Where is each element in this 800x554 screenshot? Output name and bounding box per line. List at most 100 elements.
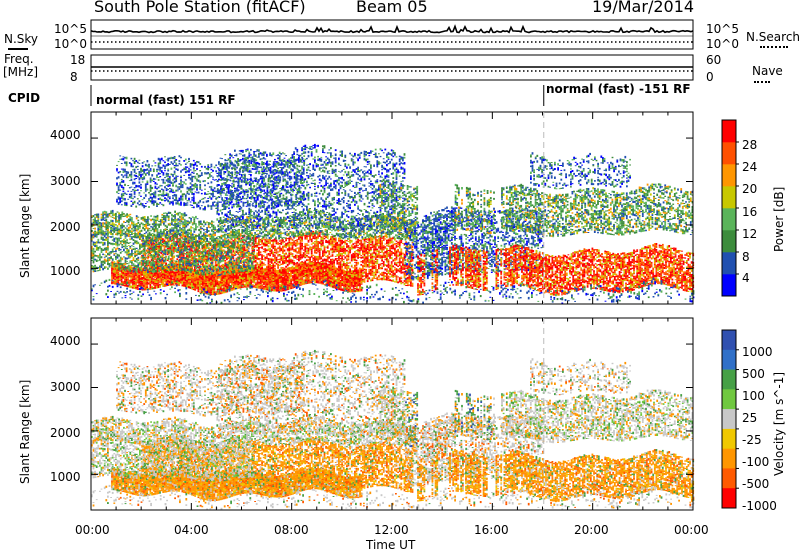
power-cell xyxy=(159,272,161,274)
power-cell xyxy=(355,253,358,255)
power-cell xyxy=(152,241,155,245)
power-cell xyxy=(322,275,324,277)
power-cell xyxy=(173,271,175,274)
power-cell xyxy=(264,245,267,247)
power-cell xyxy=(355,254,358,257)
power-cell xyxy=(162,240,164,243)
power-cell xyxy=(322,251,324,253)
power-cell xyxy=(344,266,347,269)
power-cell xyxy=(295,266,297,269)
power-cell xyxy=(336,245,339,247)
power-cell xyxy=(386,248,388,251)
power-cell xyxy=(282,281,284,284)
power-cell xyxy=(389,247,391,250)
power-cell xyxy=(317,260,319,262)
power-cell xyxy=(347,270,350,273)
power-cell xyxy=(381,247,383,249)
power-cell xyxy=(267,281,270,283)
power-cell xyxy=(256,252,259,255)
power-cell xyxy=(291,241,294,244)
power-cell xyxy=(344,285,347,288)
power-cell xyxy=(259,272,262,274)
power-cell xyxy=(163,239,166,242)
power-cell xyxy=(229,280,231,282)
power-cell xyxy=(256,284,259,286)
power-cell xyxy=(283,257,286,258)
power-cell xyxy=(310,262,313,265)
power-cell xyxy=(301,263,304,266)
power-cell xyxy=(202,276,205,278)
power-cell xyxy=(162,278,164,280)
power-cell xyxy=(122,274,125,277)
power-cell xyxy=(247,284,249,287)
power-cell xyxy=(261,269,263,271)
power-cell xyxy=(371,262,374,264)
power-cell xyxy=(382,248,385,251)
power-cell xyxy=(155,259,158,261)
power-cell xyxy=(173,284,176,286)
power-cell xyxy=(135,276,137,279)
power-cell xyxy=(195,276,198,279)
power-cell xyxy=(347,250,350,252)
power-cell xyxy=(275,264,278,266)
xtick-2: 08:00 xyxy=(274,523,309,537)
power-cell xyxy=(325,246,327,248)
power-cbar-16: 16 xyxy=(742,205,757,219)
power-cell xyxy=(190,273,193,275)
power-cell xyxy=(274,289,277,292)
power-cell xyxy=(223,285,225,287)
power-cell xyxy=(323,249,326,252)
power-cell xyxy=(278,270,281,273)
power-cell xyxy=(386,245,388,247)
power-cell xyxy=(355,252,358,254)
power-cell xyxy=(314,244,316,246)
power-cell xyxy=(306,274,308,276)
power-cell xyxy=(395,242,398,244)
power-cell xyxy=(122,276,125,279)
power-cell xyxy=(245,275,248,278)
power-cell xyxy=(277,259,279,261)
power-cell xyxy=(165,273,167,275)
power-cell xyxy=(119,273,121,276)
power-cell xyxy=(261,286,264,288)
power-cell xyxy=(245,276,247,278)
power-cell xyxy=(311,266,313,268)
power-cell xyxy=(194,289,197,291)
power-cell xyxy=(280,256,283,258)
power-cell xyxy=(277,284,280,287)
power-cell xyxy=(381,250,383,253)
power-cell xyxy=(333,280,336,282)
power-cell xyxy=(355,266,358,268)
power-cbar-28: 28 xyxy=(742,138,757,152)
power-cell xyxy=(219,279,222,281)
power-cell xyxy=(301,282,304,286)
power-cell xyxy=(362,265,364,268)
power-cell xyxy=(381,279,383,281)
power-cell xyxy=(390,244,393,246)
power-cell xyxy=(338,280,340,283)
power-cell xyxy=(311,268,313,271)
power-cell xyxy=(205,286,208,289)
power-cell xyxy=(310,271,313,274)
power-cell xyxy=(227,277,230,280)
power-cell xyxy=(323,268,326,270)
power-cell xyxy=(360,239,363,243)
power-cell xyxy=(352,291,355,293)
power-cell xyxy=(285,271,288,274)
power-cell xyxy=(334,237,337,239)
power-cell xyxy=(339,265,342,269)
power-cell xyxy=(184,282,187,285)
power-cell xyxy=(298,257,300,259)
power-cell xyxy=(302,273,305,275)
power-cell xyxy=(277,261,279,263)
power-cell xyxy=(125,277,128,278)
station-title: South Pole Station (fitACF) xyxy=(94,0,306,16)
power-cell xyxy=(355,249,358,252)
power-cell xyxy=(343,274,345,276)
power-cell xyxy=(286,250,289,252)
power-cell xyxy=(280,281,283,284)
power-cell xyxy=(307,262,310,264)
power-cell xyxy=(379,277,382,281)
power-cell xyxy=(379,245,382,248)
power-cell xyxy=(351,289,353,293)
